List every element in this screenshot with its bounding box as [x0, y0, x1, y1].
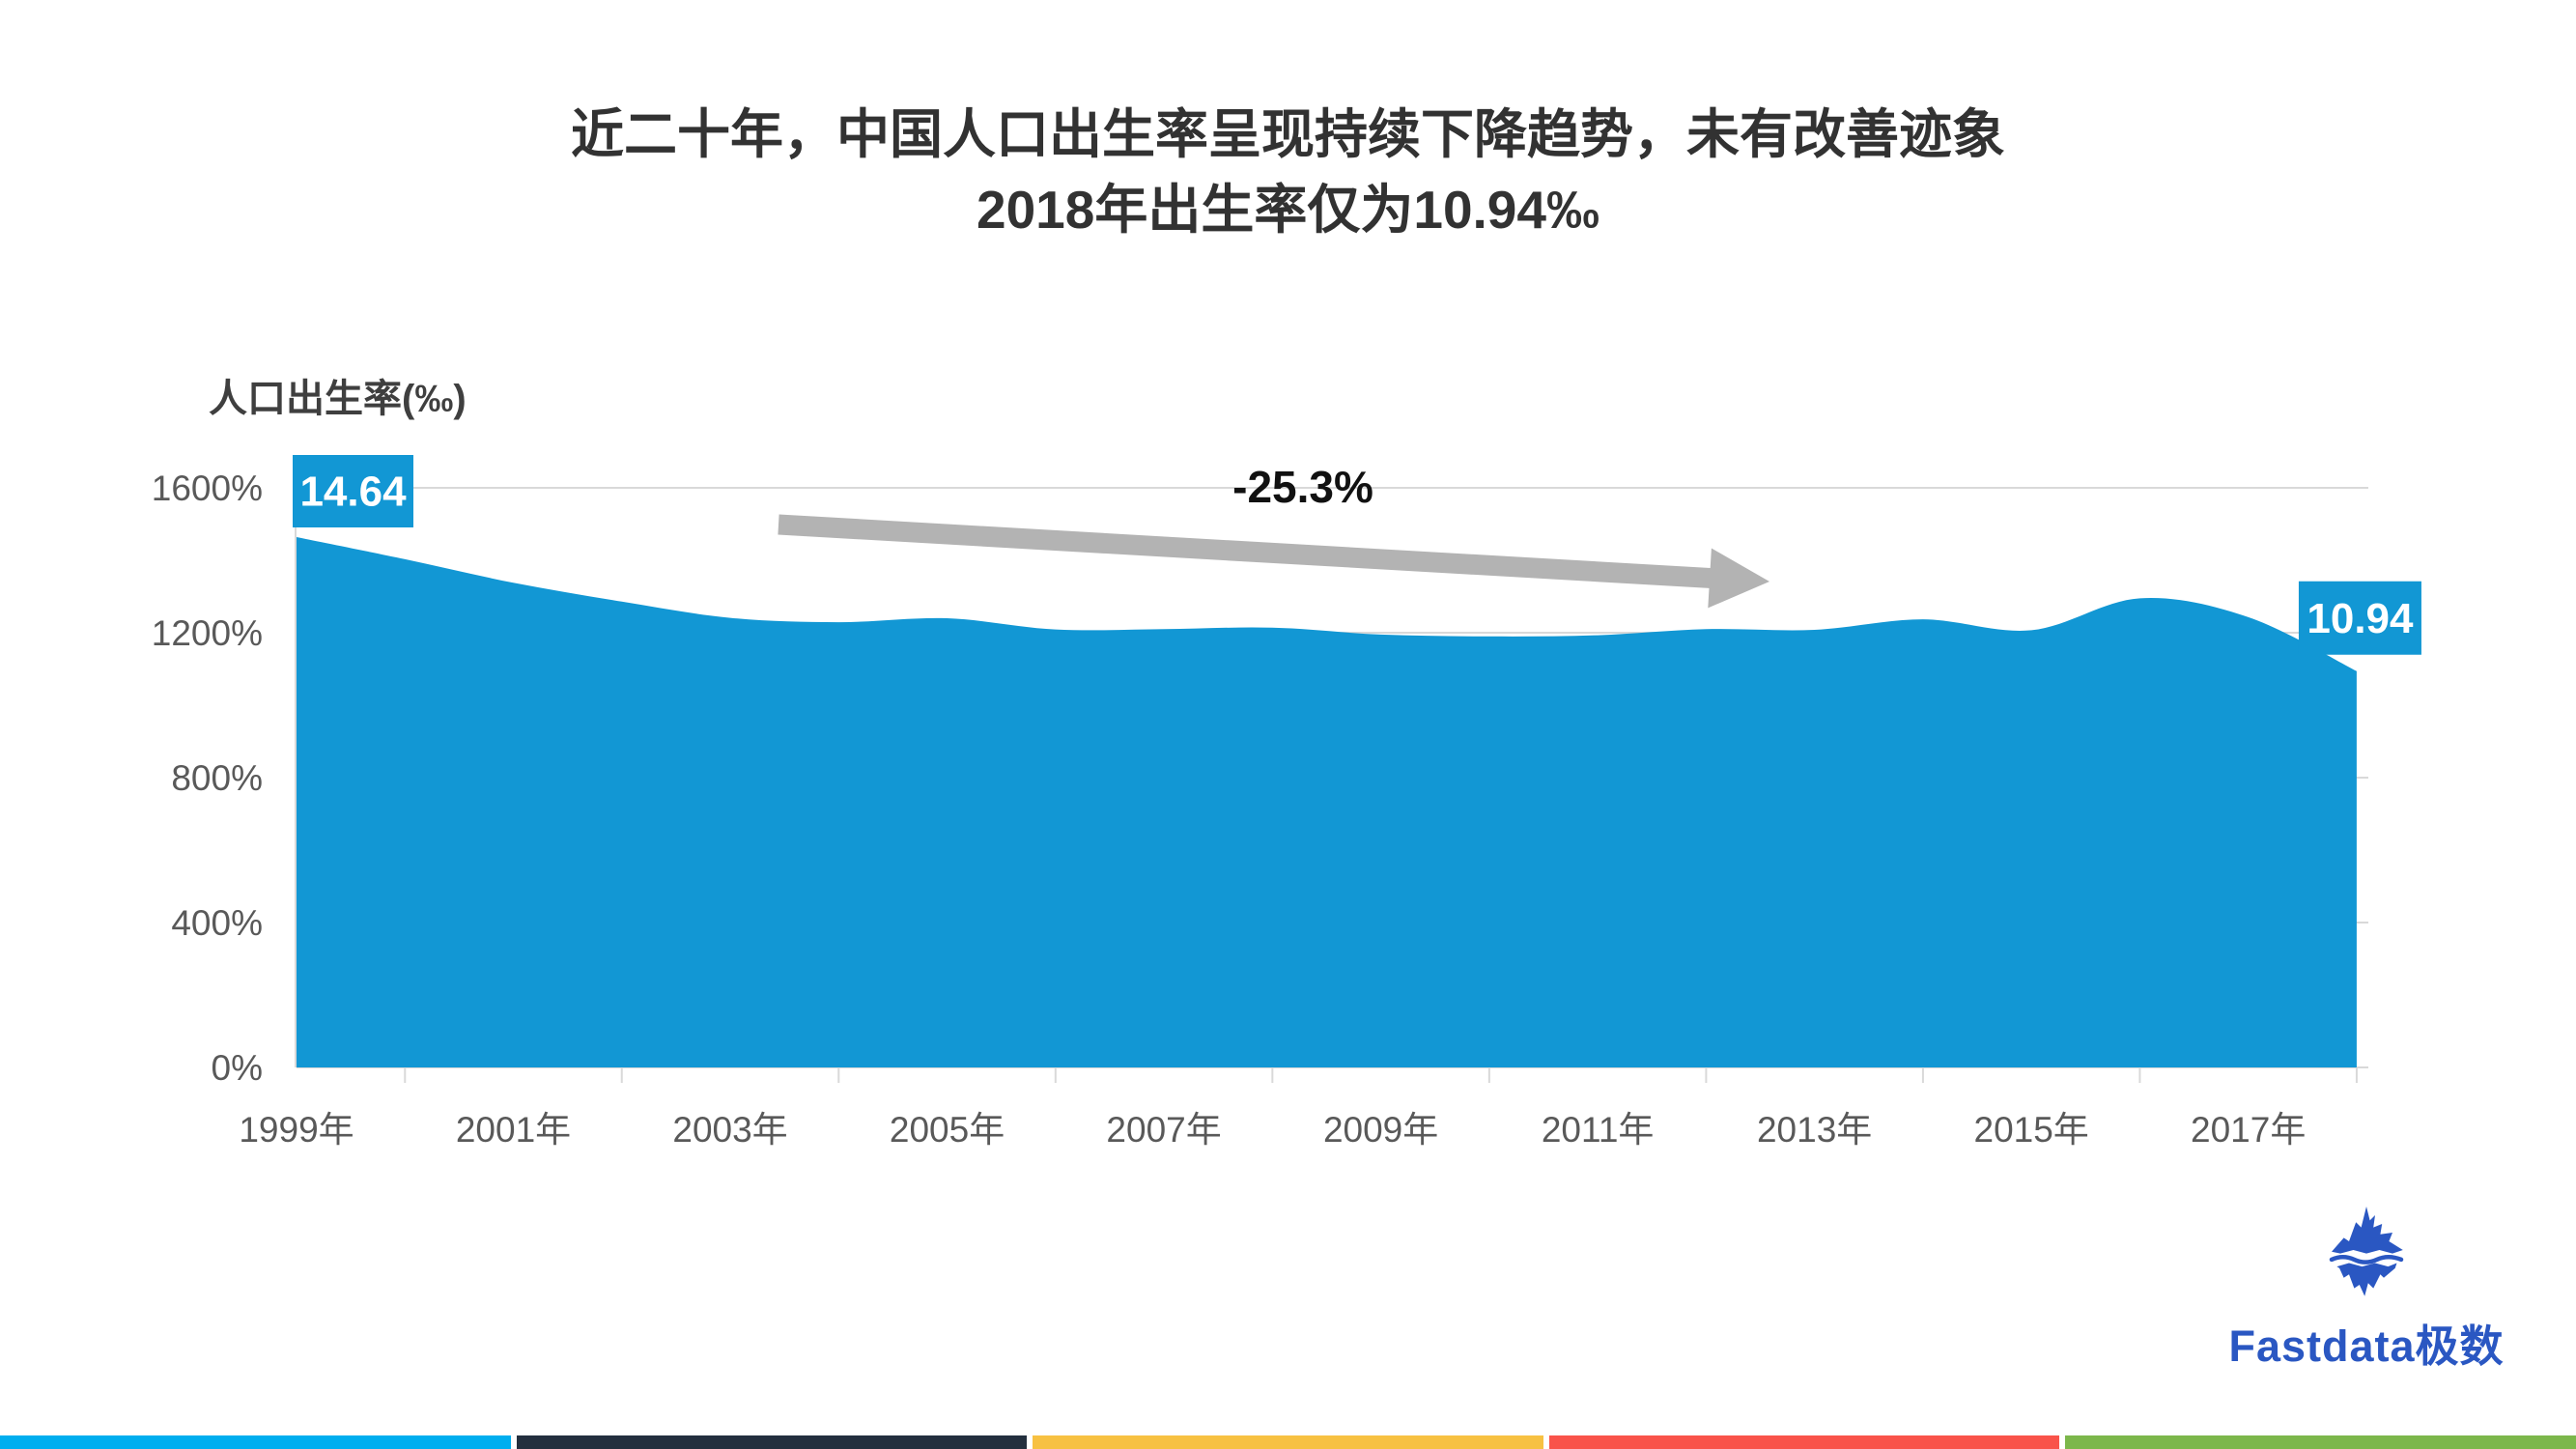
- first-value-label-box: [293, 455, 413, 527]
- fastdata-logo: Fastdata极数: [2222, 1198, 2511, 1374]
- x-tick-label: 2001年: [456, 1110, 571, 1150]
- fastdata-logo-text: Fastdata极数: [2228, 1321, 2505, 1371]
- y-tick-label: 0%: [212, 1048, 263, 1088]
- y-tick-label: 400%: [171, 903, 263, 943]
- x-tick-label: 2015年: [1974, 1110, 2089, 1150]
- x-tick-label: 1999年: [239, 1110, 354, 1150]
- birth-rate-area-series: [297, 537, 2357, 1067]
- chart-title-line-2: 2018年出生率仅为10.94‰: [977, 180, 1599, 240]
- iceberg-logo-icon: [2313, 1198, 2420, 1302]
- x-tick-label: 2007年: [1106, 1110, 1221, 1150]
- footer-bar-segment: [516, 1435, 1028, 1449]
- chart-title: 近二十年，中国人口出生率呈现持续下降趋势，未有改善迹象 2018年出生率仅为10…: [0, 97, 2576, 247]
- y-tick-label: 1600%: [152, 469, 263, 508]
- change-annotation: -25.3%: [1232, 462, 1373, 512]
- x-tick-label: 2005年: [890, 1110, 1005, 1150]
- x-tick-label: 2011年: [1542, 1110, 1655, 1150]
- footer-bar-segment: [1548, 1435, 2060, 1449]
- x-tick-label: 2013年: [1757, 1110, 1872, 1150]
- x-tick-label: 2017年: [2191, 1110, 2306, 1150]
- first-value-label: 14.64: [299, 469, 407, 516]
- last-value-label: 10.94: [2307, 595, 2414, 642]
- y-tick-label: 800%: [171, 758, 263, 798]
- footer-color-bars: [0, 1435, 2576, 1449]
- x-tick-label: 2009年: [1323, 1110, 1438, 1150]
- y-tick-label: 1200%: [152, 613, 263, 653]
- footer-bar-segment: [0, 1435, 511, 1449]
- last-value-label-box: [2298, 581, 2421, 655]
- y-axis-title: 人口出生率(‰): [209, 378, 467, 420]
- chart-title-line-1: 近二十年，中国人口出生率呈现持续下降趋势，未有改善迹象: [570, 104, 2005, 164]
- decline-arrow: [778, 514, 1769, 609]
- footer-bar-segment: [2065, 1435, 2576, 1449]
- x-tick-label: 2003年: [672, 1110, 787, 1150]
- footer-bar-segment: [1033, 1435, 1543, 1449]
